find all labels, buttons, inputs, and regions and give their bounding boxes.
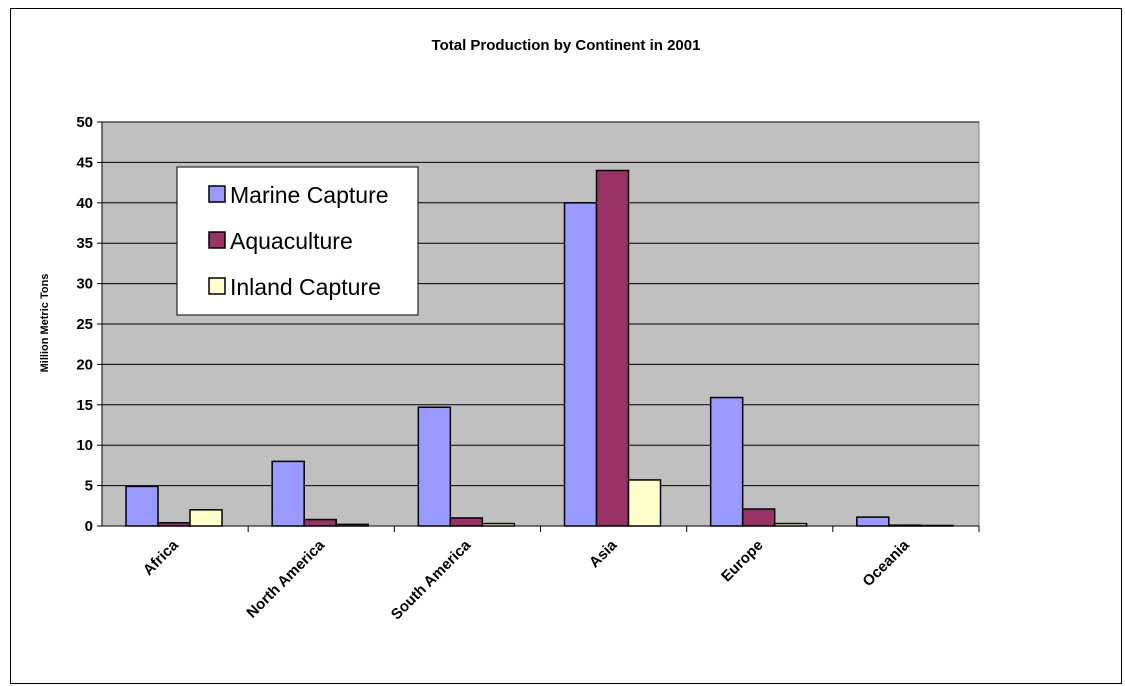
x-tick-label: Africa [140,536,183,579]
legend-swatch [209,278,225,294]
x-tick-label: Oceania [859,536,913,590]
y-tick-label: 25 [76,316,93,333]
legend-swatch [209,232,225,248]
bar-aquaculture [743,509,775,526]
bar-marine-capture [126,486,158,526]
bar-marine-capture [272,461,304,526]
bar-marine-capture [857,517,889,526]
bar-marine-capture [711,398,743,526]
bar-inland-capture [190,510,222,526]
x-tick-label: North America [243,536,328,621]
legend-label: Aquaculture [230,228,353,254]
chart-title: Total Production by Continent in 2001 [432,37,701,54]
bar-aquaculture [450,518,482,526]
y-tick-label: 45 [76,154,93,171]
y-axis-label: Million Metric Tons [39,274,51,373]
x-tick-label: Europe [718,537,767,586]
bar-aquaculture [158,523,190,526]
y-tick-label: 35 [76,235,93,252]
y-tick-label: 15 [76,397,93,414]
legend-label: Inland Capture [230,274,381,300]
bar-inland-capture [482,524,514,526]
bar-inland-capture [336,524,368,526]
bar-marine-capture [565,203,597,526]
y-tick-label: 5 [85,478,93,495]
bar-aquaculture [889,525,921,526]
bar-inland-capture [921,526,953,527]
bar-inland-capture [775,524,807,526]
bar-aquaculture [304,520,336,526]
y-tick-label: 40 [76,195,93,212]
y-tick-label: 20 [76,356,93,373]
y-tick-label: 30 [76,276,93,293]
x-tick-label: South America [388,536,475,623]
bar-marine-capture [418,407,450,526]
y-tick-label: 0 [85,518,93,535]
bar-aquaculture [597,170,629,526]
y-tick-label: 50 [76,114,93,131]
x-tick-label: Asia [586,536,621,571]
bar-inland-capture [629,480,661,526]
legend-swatch [209,186,225,202]
y-tick-label: 10 [76,437,93,454]
legend-label: Marine Capture [230,182,389,208]
